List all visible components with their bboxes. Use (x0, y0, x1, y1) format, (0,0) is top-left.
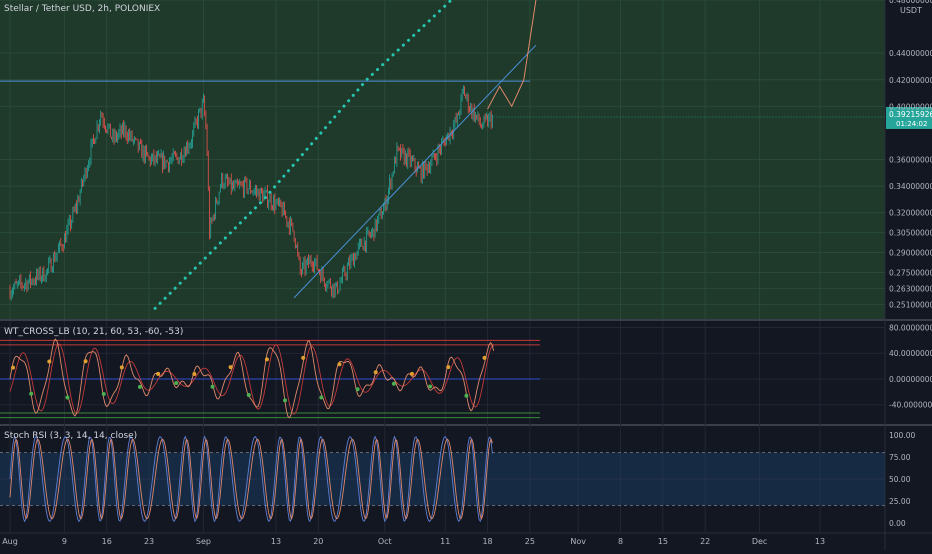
wt-tick-label: 40.00000000 (889, 349, 932, 358)
stoch-indicator-label[interactable]: Stoch RSI (3, 3, 14, 14, close) (4, 431, 138, 441)
stoch-d-line (9, 438, 493, 520)
wt-cross-dot (119, 365, 124, 370)
wt-cross-dot (29, 391, 34, 396)
wt-cross-dot (446, 365, 451, 370)
chart-title: Stellar / Tether USD, 2h, POLONIEX (4, 4, 161, 14)
wt-cross-dot (283, 398, 288, 403)
price-tick-label: 0.36000000 (889, 156, 932, 165)
wt-cross-dot (246, 393, 251, 398)
price-tick-label: 0.30500000 (889, 229, 932, 238)
time-tick-label: 16 (102, 537, 112, 546)
currency-label: USDT (900, 6, 922, 15)
wt-main-line (9, 338, 495, 419)
time-tick-label: 15 (658, 537, 668, 546)
wt-cross-dot (301, 355, 306, 360)
price-tick-label: 0.26300000 (889, 284, 932, 293)
stoch-tick-label: 50.00 (889, 475, 911, 484)
wt-cross-dot (210, 384, 215, 389)
stoch-k-line (9, 435, 493, 523)
wt-tick-label: 0.00000000 (889, 375, 932, 384)
wt-pane[interactable] (0, 321, 885, 424)
wt-cross-dot (156, 371, 161, 376)
current-price-badge (886, 106, 932, 129)
time-tick-label: 20 (313, 537, 323, 546)
wt-cross-dot (83, 359, 88, 364)
wt-cross-dot (65, 395, 70, 400)
price-tick-label: 0.44000000 (889, 49, 932, 58)
dotted-trend-line (153, 0, 453, 310)
wt-cross-dot (482, 355, 487, 360)
time-tick-label: 11 (440, 537, 450, 546)
wt-cross-dot (464, 393, 469, 398)
time-tick-label: Aug (2, 537, 18, 546)
time-tick-label: 8 (618, 537, 623, 546)
wt-cross-dot (428, 384, 433, 389)
price-tick-label: 0.29000000 (889, 249, 932, 258)
price-tick-label: 0.32000000 (889, 209, 932, 218)
wt-cross-dot (337, 362, 342, 367)
wt-cross-dot (391, 381, 396, 386)
wt-cross-dot (174, 380, 179, 385)
wt-indicator-label[interactable]: WT_CROSS_LB (10, 21, 60, 53, -60, -53) (4, 327, 184, 337)
time-tick-label: 23 (144, 537, 154, 546)
time-tick-label: Nov (570, 537, 586, 546)
wt-cross-dot (137, 384, 142, 389)
price-tick-label: 0.42000000 (889, 76, 932, 85)
stoch-tick-label: 0.00 (889, 519, 906, 528)
wt-cross-dot (47, 359, 52, 364)
price-tick-label: 0.25100000 (889, 300, 932, 309)
projection-path (487, 0, 537, 110)
wt-cross-dot (11, 365, 16, 370)
price-tick-label: 0.27500000 (889, 268, 932, 277)
time-tick-label: 22 (700, 537, 710, 546)
time-tick-label: 13 (271, 537, 281, 546)
time-tick-label: Oct (378, 537, 392, 546)
wt-cross-dot (101, 392, 106, 397)
wt-cross-dot (355, 387, 360, 392)
wt-cross-dot (373, 370, 378, 375)
wt-cross-dot (319, 395, 324, 400)
time-tick-label: 25 (525, 537, 535, 546)
wt-cross-dot (264, 357, 269, 362)
countdown-label: 01:24:02 (896, 120, 927, 128)
wt-cross-dot (228, 365, 233, 370)
time-tick-label: Dec (752, 537, 767, 546)
time-tick-label: 13 (815, 537, 825, 546)
current-price-label: 0.39215926 (889, 110, 932, 119)
stoch-tick-label: 75.00 (889, 453, 911, 462)
stoch-tick-label: 25.00 (889, 497, 911, 506)
price-tick-label: 0.48000000 (889, 0, 932, 5)
wt-tick-label: 80.00000000 (889, 323, 932, 332)
time-tick-label: 18 (482, 537, 492, 546)
price-tick-label: 0.40000000 (889, 102, 932, 111)
price-tick-label: 0.34000000 (889, 182, 932, 191)
stoch-tick-label: 100.00 (889, 431, 915, 440)
wt-cross-dot (192, 371, 197, 376)
time-tick-label: 9 (62, 537, 67, 546)
support-trend-line (293, 44, 537, 299)
wt-cross-dot (409, 371, 414, 376)
wt-tick-label: -40.00000000 (889, 401, 932, 410)
time-tick-label: Sep (196, 537, 211, 546)
